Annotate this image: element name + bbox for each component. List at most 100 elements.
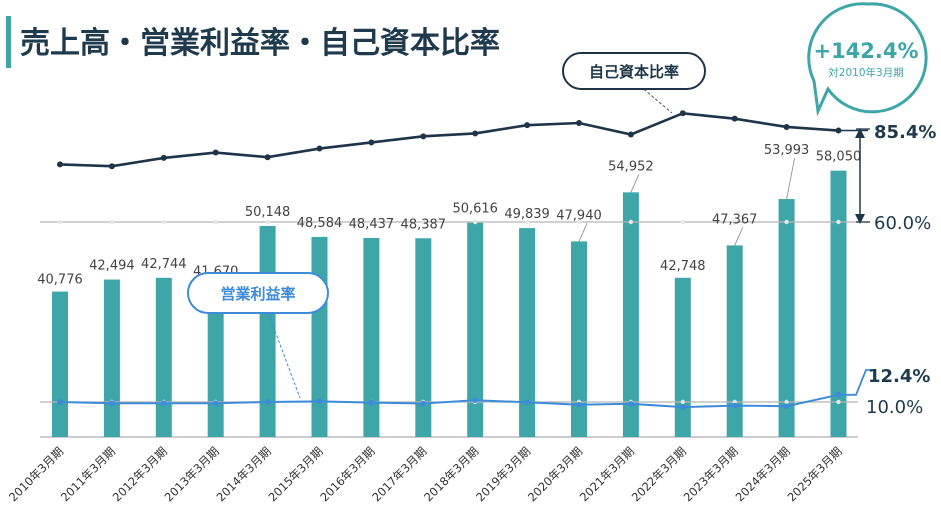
chart-title: 売上高・営業利益率・自己資本比率 xyxy=(20,26,500,61)
sales-value-label: 47,367 xyxy=(712,212,758,227)
x-tick-label: 2011年3月期 xyxy=(58,444,118,504)
equity-ratio-point xyxy=(108,163,115,170)
x-tick-label: 2024年3月期 xyxy=(733,444,793,504)
x-tick-label: 2014年3月期 xyxy=(214,444,274,504)
x-tick-label: 2018年3月期 xyxy=(421,444,481,504)
margin-callout-box xyxy=(187,272,329,314)
margin-ref-label: 10.0% xyxy=(866,397,923,418)
growth-subtitle: 対2010年3月期 xyxy=(828,66,903,79)
operating-margin-point xyxy=(57,399,63,405)
equity-ref-dot xyxy=(421,219,426,225)
value-leader-line xyxy=(734,227,744,246)
sales-value-label: 49,839 xyxy=(504,207,550,222)
equity-ref-dot xyxy=(317,219,322,225)
equity-ratio-point xyxy=(472,130,479,137)
equity-ratio-point xyxy=(783,123,790,130)
equity-ref-dot xyxy=(628,219,634,225)
title-accent-bar xyxy=(6,16,11,68)
sales-value-label: 48,437 xyxy=(349,217,395,232)
value-leader-line xyxy=(578,223,588,242)
x-tick-label: 2010年3月期 xyxy=(6,444,66,504)
operating-margin-point xyxy=(576,401,582,408)
operating-margin-point xyxy=(109,400,115,407)
equity-ratio-point xyxy=(160,154,167,161)
sales-value-label: 40,776 xyxy=(37,273,83,288)
sales-bar xyxy=(726,245,743,437)
x-tick-label: 2020年3月期 xyxy=(525,444,585,504)
operating-margin-point xyxy=(264,399,271,405)
x-tick-label: 2012年3月期 xyxy=(110,444,170,504)
equity-ratio-point xyxy=(524,122,531,129)
sales-value-label: 54,952 xyxy=(608,159,654,174)
operating-margin-line xyxy=(59,393,839,409)
x-tick-label: 2022年3月期 xyxy=(629,444,689,504)
margin-ref-dot xyxy=(680,399,685,405)
equity-callout-box xyxy=(562,52,706,90)
sales-value-label: 53,993 xyxy=(764,143,810,158)
equity-ref-label: 60.0% xyxy=(874,213,931,234)
equity-ref-dot xyxy=(161,219,166,225)
equity-ratio-point xyxy=(679,110,686,117)
sales-bar xyxy=(622,192,639,437)
equity-ref-dot xyxy=(265,219,270,225)
x-tick-label: 2017年3月期 xyxy=(369,444,429,504)
operating-margin-point xyxy=(316,398,323,405)
sales-value-label: 58,050 xyxy=(816,150,862,165)
sales-value-label: 47,940 xyxy=(556,208,602,223)
operating-margin-point xyxy=(368,399,375,406)
x-tick-label: 2016年3月期 xyxy=(317,444,377,504)
equity-ratio-point xyxy=(212,149,219,156)
sales-value-label: 50,148 xyxy=(245,205,291,220)
x-tick-label: 2021年3月期 xyxy=(577,444,637,504)
operating-margin-point xyxy=(212,400,219,407)
sales-bar xyxy=(467,222,484,437)
value-leader-line xyxy=(630,174,640,193)
equity-ratio-point xyxy=(316,145,323,152)
x-tick-label: 2015年3月期 xyxy=(265,444,325,504)
equity-ref-dot xyxy=(57,219,63,225)
equity-ratio-point xyxy=(57,161,63,168)
sales-value-label: 48,584 xyxy=(297,216,343,231)
sales-value-label: 50,616 xyxy=(452,202,498,217)
margin-end-label: 12.4% xyxy=(868,366,930,387)
equity-ref-dot xyxy=(836,219,841,225)
margin-callout-label: 営業利益率 xyxy=(220,285,295,303)
sales-value-label: 42,748 xyxy=(660,259,706,274)
equity-ratio-point xyxy=(420,133,427,140)
equity-ratio-line xyxy=(59,111,839,168)
equity-ref-dot xyxy=(784,219,789,225)
operating-margin-point xyxy=(783,403,790,410)
operating-margin-point xyxy=(472,397,479,404)
x-tick-label: 2019年3月期 xyxy=(473,444,533,504)
equity-ref-dot xyxy=(576,219,582,225)
margin-ref-dot xyxy=(836,399,841,405)
growth-value: +142.4% xyxy=(813,39,918,63)
sales-bar xyxy=(103,279,120,437)
growth-bubble xyxy=(807,2,928,117)
x-tick-label: 2023年3月期 xyxy=(681,444,741,504)
operating-margin-point xyxy=(680,404,686,410)
sales-bar xyxy=(363,237,380,437)
equity-ref-dot xyxy=(473,219,478,225)
operating-margin-point xyxy=(161,400,167,407)
operating-margin-point xyxy=(524,399,530,406)
sales-bar xyxy=(830,170,847,437)
sales-value-label: 42,744 xyxy=(141,257,187,272)
equity-ratio-point xyxy=(264,154,271,161)
arrowhead-up-icon xyxy=(855,128,865,138)
sales-bar xyxy=(259,225,276,437)
equity-ratio-point xyxy=(731,115,738,122)
x-tick-label: 2025年3月期 xyxy=(784,444,844,504)
operating-margin-point xyxy=(420,400,427,407)
sales-bar xyxy=(571,241,587,437)
equity-callout-leader xyxy=(639,85,673,114)
equity-ref-dot xyxy=(732,219,737,225)
equity-callout-label: 自己資本比率 xyxy=(589,63,679,81)
margin-callout-leader xyxy=(267,311,301,399)
operating-margin-point xyxy=(628,401,634,407)
sales-bar xyxy=(311,236,328,437)
sales-bar xyxy=(519,228,536,437)
equity-ref-dot xyxy=(213,219,218,225)
equity-ratio-point xyxy=(368,139,375,146)
